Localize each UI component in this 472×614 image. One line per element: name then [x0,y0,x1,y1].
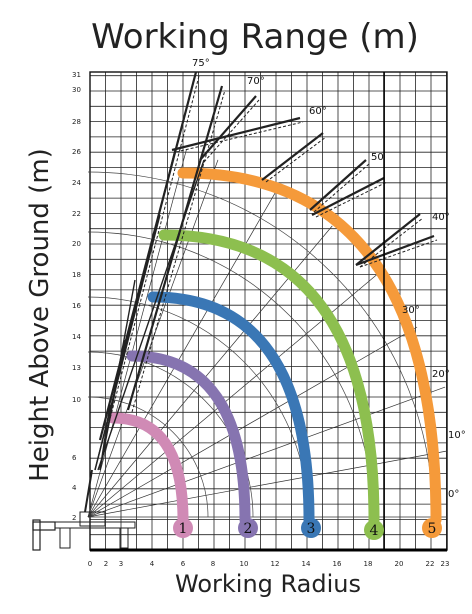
y-tick-label: 18 [72,271,81,279]
x-tick-label: 12 [271,560,280,568]
arc-badge-label: 4 [370,523,379,539]
y-tick-label: 16 [72,302,81,310]
angle-labels: 75° 70° 60° 50 40° 30° 20° 10° 0° [192,58,466,500]
boom-segment [99,339,126,471]
x-axis-label: Working Radius [175,570,361,598]
radial-lines [87,149,448,518]
x-tick-label: 20 [395,560,404,568]
angle-label: 30° [402,305,420,316]
boom-segment [311,177,385,216]
y-tick-label: 4 [72,484,77,492]
boom-lattice [265,136,327,183]
y-tick-label: 10 [72,396,81,404]
y-axis-label: Height Above Ground (m) [25,148,55,482]
boom-lattice [359,239,438,268]
angle-label: 70° [247,76,265,87]
angle-label: 50 [371,152,384,163]
y-tick-label: 6 [72,454,77,462]
arc-badge-3 [301,518,321,538]
angle-label: 60° [309,106,327,117]
range-arc-2 [126,350,251,526]
range-arc-3 [147,291,315,526]
boom-drawings [94,71,438,471]
arc-badge-label: 1 [179,521,188,537]
arc-badge-1 [173,518,193,538]
radial-line [87,187,279,518]
radius-circle [87,351,254,518]
range-arc-1 [107,412,189,526]
arc-badge-label: 2 [244,521,253,537]
arc-badge-5 [422,518,442,538]
y-tick-label: 22 [72,210,81,218]
x-tick-labels: 0 2 3 4 6 8 10 12 14 16 18 20 22 23 [88,560,450,568]
boom-segment [355,213,421,266]
boom-lattice [313,163,370,213]
boom-lattice [103,75,200,443]
boom-segment [126,85,224,411]
range-arc-4 [158,229,380,526]
radial-line [87,149,187,518]
x-tick-label: 16 [333,560,342,568]
x-tick-label: 14 [302,560,311,568]
x-tick-label: 8 [211,560,215,568]
angle-label: 10° [448,430,466,441]
boom-segment [97,159,205,471]
arc-badge-4 [364,520,384,540]
y-tick-label: 14 [72,333,81,341]
radial-line [87,386,446,518]
y-tick-label: 31 [72,71,81,79]
y-tick-label: 28 [72,118,81,126]
range-arcs [107,167,442,526]
boom-segment [199,95,257,161]
y-tick-label: 13 [72,364,81,372]
x-tick-label: 6 [181,560,186,568]
truck-base-icon [32,469,136,551]
angle-label: 0° [448,489,459,500]
radial-line [87,450,448,518]
boom-segment [355,234,435,267]
x-tick-label: 18 [364,560,373,568]
boom-lattice [175,121,304,153]
radial-line [87,326,418,518]
x-tick-label: 4 [150,560,155,568]
arc-badge-label: 3 [307,521,316,537]
x-tick-label: 0 [88,560,92,568]
y-tick-label: 24 [72,179,81,187]
x-tick-label: 3 [119,560,123,568]
y-tick-label: 30 [72,86,81,94]
boom-segment [99,404,111,471]
boom-lattice [359,217,424,268]
y-tick-label: 2 [72,514,76,522]
angle-label: 40° [432,212,450,223]
y-tick-label: 20 [72,240,81,248]
x-tick-label: 10 [240,560,249,568]
x-tick-label: 2 [104,560,108,568]
boom-segment [171,116,301,152]
arc-badges: 1 2 3 4 5 [173,518,442,540]
boom-segment [309,159,367,211]
arc-badge-label: 5 [428,521,437,537]
x-tick-label: 22 [426,560,435,568]
angle-label: 20° [432,369,450,380]
boom-lattice [315,181,388,218]
x-tick-label: 23 [441,560,450,568]
boom-lattice [203,99,260,163]
angle-label: 75° [192,58,210,69]
boom-segment [261,132,324,181]
arc-badge-2 [238,518,258,538]
y-tick-label: 26 [72,148,81,156]
boom-lattice [131,89,226,413]
diagram-title: Working Range (m) [91,17,419,57]
